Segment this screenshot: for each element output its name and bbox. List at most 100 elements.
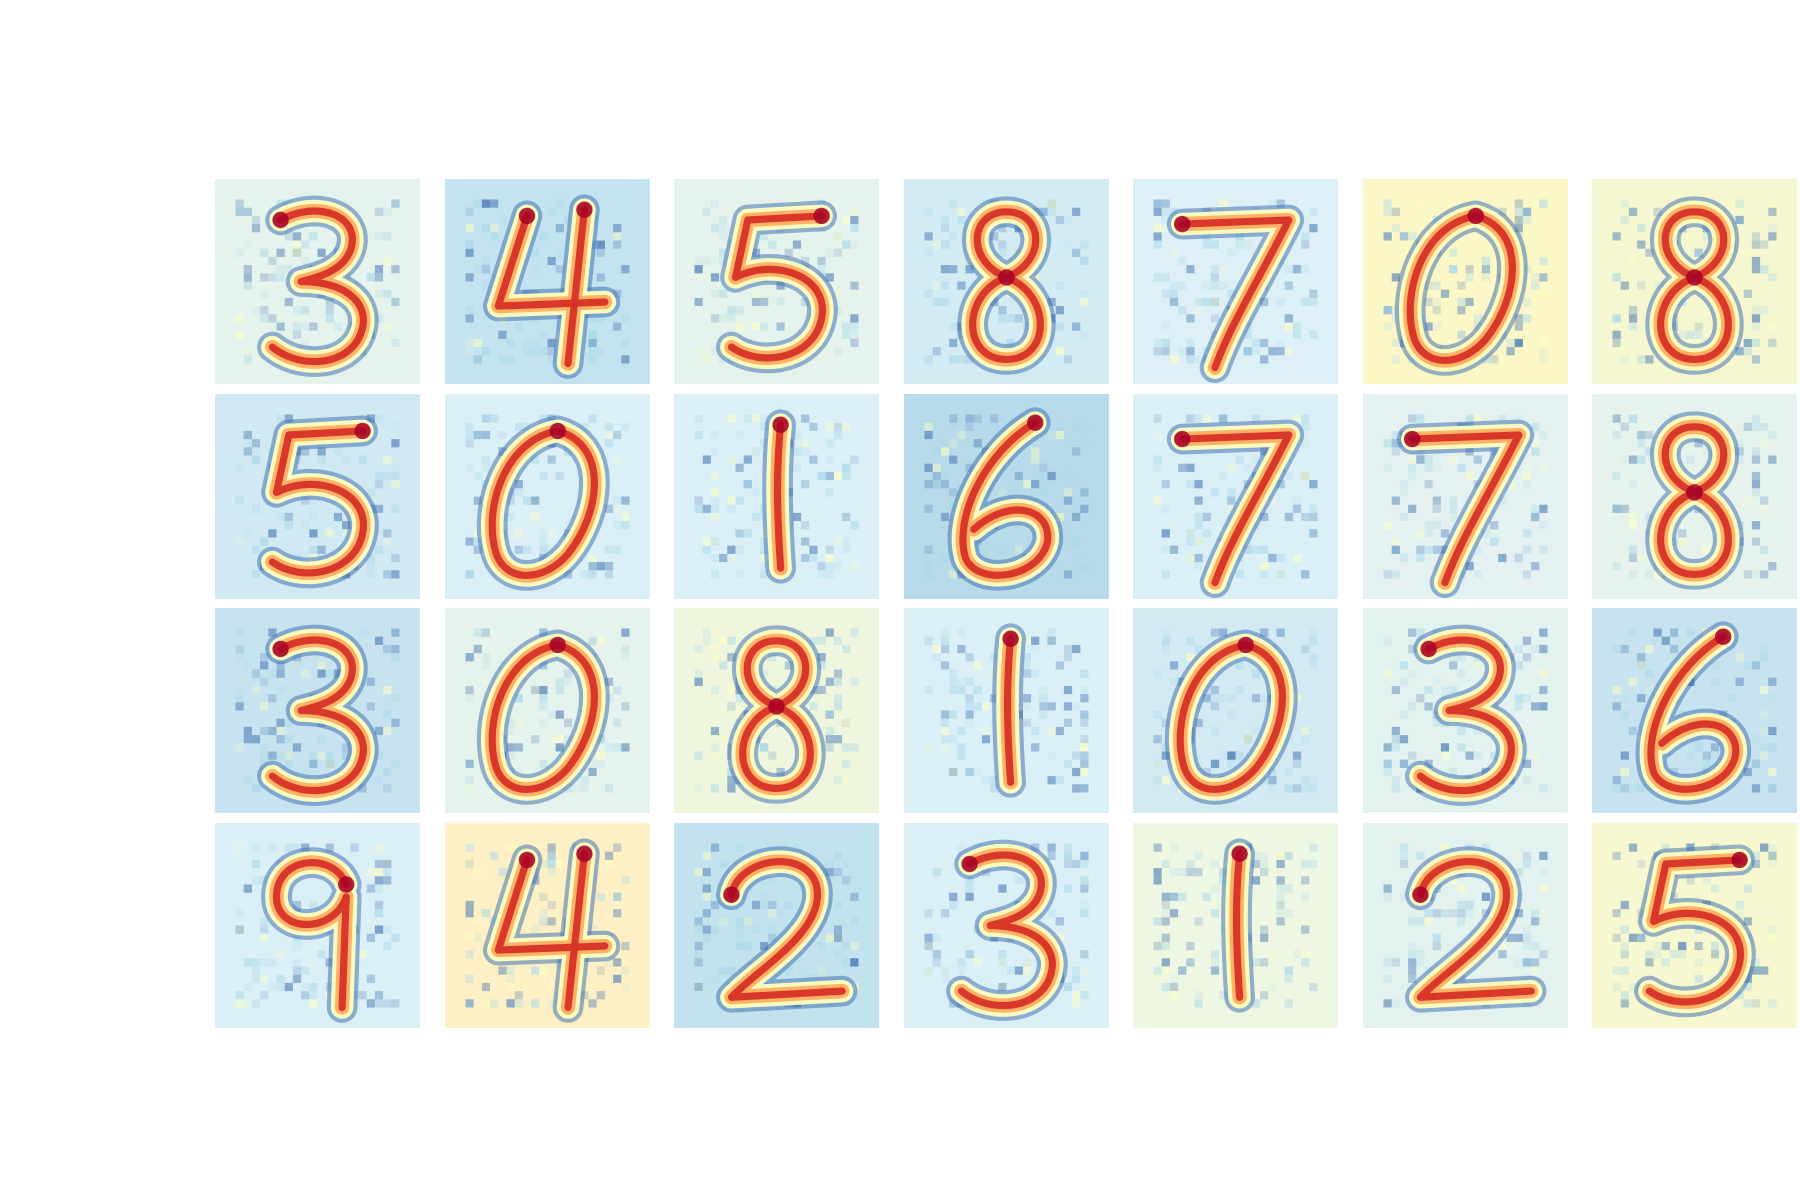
digit-tile-2 <box>674 822 879 1028</box>
hotspot <box>354 422 371 439</box>
hotspot <box>1686 269 1703 286</box>
hotspot <box>1026 414 1043 431</box>
digit-heatmap <box>1383 414 1547 598</box>
digit-heatmap <box>694 199 859 374</box>
digit-tile-6 <box>1592 608 1797 813</box>
digit-stroke <box>1408 430 1522 586</box>
hotspot <box>1715 628 1732 645</box>
digit-heatmap <box>694 843 859 1013</box>
digit-tile-3 <box>903 822 1109 1028</box>
digit-tile-8 <box>1592 393 1797 599</box>
digit-heatmap <box>1383 199 1547 376</box>
digit-stroke <box>268 426 368 576</box>
digit-heatmap <box>465 837 629 1023</box>
digit-tile-1 <box>903 608 1109 813</box>
digit-heatmap <box>1153 837 1318 1013</box>
digit-heatmap <box>1612 410 1777 590</box>
digit-tile-3 <box>1362 608 1568 813</box>
digit-heatmap <box>1383 843 1547 1013</box>
digit-tile-9 <box>215 822 420 1028</box>
digit-heatmap <box>1612 196 1777 375</box>
digit-stroke <box>563 849 588 1011</box>
digit-tile-0 <box>444 393 650 599</box>
digit-tile-6 <box>903 393 1109 599</box>
digit-tile-3 <box>215 179 420 384</box>
hotspot <box>1731 851 1748 868</box>
digit-tile-5 <box>1592 822 1797 1028</box>
digit-heatmap <box>465 628 629 805</box>
digit-heatmap <box>694 625 859 804</box>
hotspot <box>1231 845 1248 862</box>
digit-tile-7 <box>1133 393 1338 599</box>
digit-heatmap <box>1153 414 1318 598</box>
hotspot <box>1411 886 1429 903</box>
digit-tile-5 <box>215 393 420 599</box>
digit-heatmap <box>465 194 629 379</box>
digit-stroke <box>1647 633 1740 793</box>
digit-stroke <box>773 420 785 572</box>
hotspot <box>772 416 789 433</box>
hotspot <box>960 855 978 872</box>
digit-tile-8 <box>1592 179 1797 384</box>
digit-stroke <box>494 212 608 310</box>
digit-heatmap <box>465 414 629 591</box>
hotspot <box>1174 430 1191 447</box>
hotspot <box>549 636 566 654</box>
digit-stroke <box>727 212 827 362</box>
digit-stroke <box>1645 855 1745 1005</box>
digit-heatmap <box>924 406 1088 591</box>
digit-stroke <box>957 851 1056 1009</box>
digit-stroke <box>488 426 598 579</box>
digit-tile-0 <box>1362 179 1568 384</box>
digit-tile-5 <box>674 179 879 384</box>
digit-heatmap <box>1153 628 1318 805</box>
digit-stroke <box>727 857 846 1001</box>
digit-stroke <box>1178 430 1293 586</box>
digit-heatmap <box>1612 621 1777 805</box>
digit-tile-3 <box>215 608 420 813</box>
hotspot <box>997 269 1015 286</box>
digit-heatmap <box>235 843 400 1023</box>
digit-tile-1 <box>1133 822 1338 1028</box>
digit-stroke <box>268 636 367 795</box>
digit-heatmap <box>924 196 1088 375</box>
digit-stroke <box>1416 857 1535 1001</box>
digit-tile-8 <box>674 608 879 813</box>
digit-tile-7 <box>1133 179 1338 384</box>
digit-tile-0 <box>444 608 650 813</box>
digit-stroke <box>1178 216 1293 372</box>
digit-tile-1 <box>674 393 879 599</box>
hotspot <box>1419 640 1437 658</box>
hotspot <box>813 207 830 225</box>
digit-heatmap <box>1383 624 1547 806</box>
digit-heatmap <box>235 624 400 806</box>
hotspot <box>768 698 785 715</box>
digit-tile-0 <box>1133 608 1338 813</box>
digit-tile-7 <box>1362 393 1568 599</box>
hotspot <box>272 640 289 658</box>
noise-speckle <box>924 414 1088 578</box>
hotspot <box>338 875 355 893</box>
digit-tile-4 <box>444 822 650 1028</box>
hotspot <box>575 845 593 862</box>
digit-heatmap <box>235 195 400 377</box>
digit-stroke <box>268 207 367 366</box>
digit-heatmap <box>924 623 1088 798</box>
digit-heatmap <box>924 839 1088 1021</box>
digit-stroke <box>563 206 588 368</box>
digit-heatmap <box>235 414 400 588</box>
digit-heatmap <box>1153 199 1318 383</box>
digit-stroke <box>958 418 1051 579</box>
digit-tile-8 <box>903 179 1109 384</box>
hotspot <box>1467 207 1484 225</box>
hotspot <box>1403 430 1420 447</box>
hotspot <box>272 211 289 229</box>
digit-heatmap <box>694 408 859 584</box>
digit-stroke <box>1406 212 1516 364</box>
digit-stroke <box>1003 635 1014 786</box>
digit-stroke <box>1176 641 1286 793</box>
hotspot <box>723 886 740 903</box>
digit-stroke <box>494 855 608 954</box>
hotspot <box>1237 636 1254 654</box>
